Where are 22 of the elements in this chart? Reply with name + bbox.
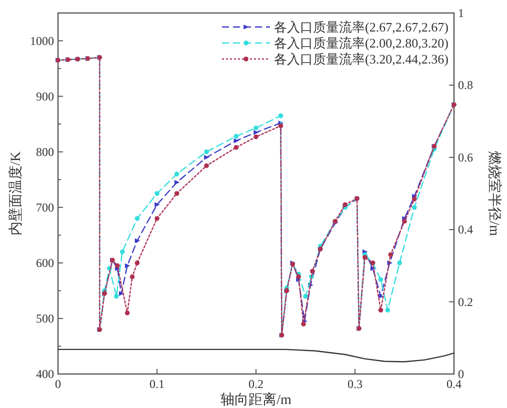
x-tick-label: 0.3 — [348, 377, 362, 391]
x-axis-title: 轴向距离/m — [220, 392, 292, 408]
x-tick-label: 0.2 — [248, 377, 264, 391]
y2-tick-label: 0.2 — [458, 294, 473, 309]
y-tick-label: 800 — [36, 144, 54, 159]
y2-axis-title: 燃烧室半径/m — [486, 151, 502, 236]
y2-tick-label: 0.8 — [458, 78, 473, 92]
legend-label: 各入口质量流率(2.00,2.80,3.20) — [274, 36, 448, 50]
y-tick-label: 600 — [36, 256, 54, 270]
y2-tick-label: 1 — [458, 6, 464, 20]
legend-label: 各入口质量流率(2.67,2.67,2.67) — [274, 20, 448, 34]
y-tick-label: 500 — [36, 311, 54, 326]
legend-label: 各入口质量流率(3.20,2.44,2.36) — [274, 52, 448, 66]
y-tick-label: 900 — [36, 89, 54, 104]
y-tick-label: 1000 — [30, 34, 54, 48]
y-axis-title: 内壁面温度/K — [8, 152, 24, 236]
x-tick-label: 0.1 — [150, 377, 164, 391]
y-tick-label: 400 — [36, 367, 54, 381]
y2-tick-label: 0.4 — [458, 222, 473, 237]
y-tick-label: 700 — [36, 200, 54, 214]
x-tick-label: 0 — [55, 377, 61, 391]
y2-tick-label: 0.6 — [458, 150, 473, 164]
